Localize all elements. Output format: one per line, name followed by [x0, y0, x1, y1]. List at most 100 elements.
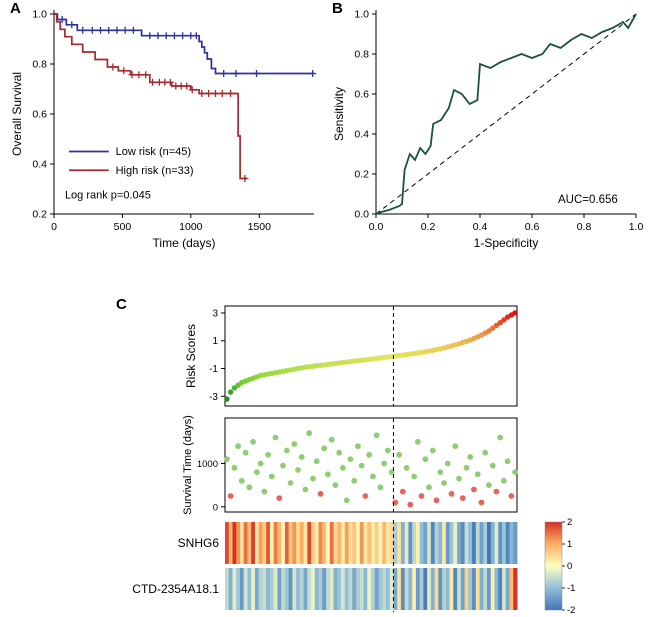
survival-point-alive	[313, 458, 320, 465]
heatmap-cell	[438, 522, 443, 564]
heatmap-cell	[475, 568, 480, 610]
survival-point-dead	[418, 493, 425, 499]
heatmap-cell	[284, 568, 290, 610]
survival-point-alive	[287, 480, 294, 486]
heatmap-cell	[236, 522, 241, 564]
axis-tick-label: 0.6	[32, 109, 47, 121]
risk-model-panel: -3 -1 1 3 Risk Scores 0 1000 Survival Time (da…	[95, 292, 650, 617]
survival-point-alive	[474, 471, 481, 478]
survival-point-alive	[310, 475, 316, 482]
survival-point-alive	[355, 443, 361, 450]
survival-point-alive	[482, 449, 489, 456]
heatmap-cell	[412, 568, 417, 610]
survival-point-dead	[276, 495, 283, 501]
risk-score-point	[224, 396, 230, 402]
heatmap-cell	[356, 522, 361, 564]
survival-point-alive	[512, 469, 518, 475]
survival-point-alive	[347, 456, 354, 463]
survival-point-dead	[227, 493, 234, 499]
axis-tick-label: 0.4	[32, 159, 47, 171]
heatmap-cell	[490, 568, 495, 610]
survival-point-alive	[504, 458, 511, 465]
heatmap-cell	[434, 568, 439, 610]
heatmap-cell	[513, 522, 518, 564]
plot-box	[224, 305, 518, 407]
heatmap-cell	[389, 522, 394, 564]
heatmap-cell	[356, 568, 361, 610]
heatmap-cell	[487, 522, 492, 564]
heatmap-cell	[423, 568, 428, 610]
survival-point-dead	[478, 499, 485, 506]
heatmap-cell	[311, 522, 316, 564]
survival-point-alive	[456, 475, 462, 482]
survival-point-alive	[295, 467, 301, 473]
heatmap-cell	[236, 568, 241, 610]
heatmap-cell	[400, 568, 406, 610]
heatmap-cell	[449, 568, 454, 610]
heatmap-cell	[393, 568, 398, 610]
heatmap-cell	[371, 522, 376, 564]
heatmap-cell	[314, 568, 319, 610]
survival-point-alive	[250, 438, 256, 445]
axis-tick-label: -3	[209, 392, 218, 403]
heatmap-cell	[430, 522, 436, 564]
survival-point-alive	[302, 486, 309, 493]
heatmap-cell	[337, 522, 342, 564]
heatmap-cell	[333, 568, 338, 610]
heatmap-cell	[254, 568, 260, 610]
heatmap-cell	[284, 522, 290, 564]
heatmap-cell	[378, 568, 383, 610]
heatmap-cell	[408, 568, 413, 610]
heatmap-cell	[498, 568, 503, 610]
heatmap-cell	[348, 522, 353, 564]
legend-label: Low risk (n=45)	[116, 146, 192, 158]
survival-point-alive	[242, 449, 249, 456]
heatmap-cell	[326, 568, 331, 610]
logrank-annotation: Log rank p=0.045	[65, 189, 151, 201]
axis-tick-label: 0.4	[354, 129, 369, 141]
survival-point-alive	[351, 477, 358, 484]
heatmap-cell	[303, 568, 308, 610]
heatmap-cell	[352, 568, 357, 610]
survival-point-alive	[328, 436, 335, 443]
colorbar-tick-label: 1	[567, 539, 572, 550]
heatmap-cell	[262, 522, 267, 564]
heatmap-cell	[483, 568, 488, 610]
survival-point-alive	[486, 482, 492, 488]
survival-point-alive	[298, 454, 305, 460]
heatmap-cell	[258, 568, 263, 610]
heatmap-cell	[239, 568, 245, 610]
heatmap-cell	[352, 522, 357, 564]
survival-point-alive	[414, 438, 421, 445]
heatmap-cell	[228, 522, 233, 564]
axis-tick-label: 0.6	[525, 221, 540, 233]
heatmap-cell	[273, 568, 278, 610]
heatmap-cell	[367, 522, 372, 564]
axis-tick-label: 500	[114, 221, 132, 233]
heatmap-cell	[303, 522, 308, 564]
heatmap-cell	[371, 568, 376, 610]
heatmap-cell	[385, 568, 391, 610]
heatmap-cell	[460, 568, 465, 610]
survival-point-alive	[283, 447, 290, 454]
axis-tick-label: 0.2	[32, 209, 47, 221]
heatmap-cell	[397, 522, 402, 564]
survival-point-alive	[489, 462, 496, 469]
y-axis-title: Sensitivity	[332, 87, 346, 141]
heatmap-cell	[266, 522, 271, 564]
heatmap-cell	[344, 522, 349, 564]
survival-point-alive	[321, 445, 328, 452]
survival-point-alive	[261, 488, 268, 495]
risk-score-point	[231, 385, 238, 391]
survival-point-alive	[426, 484, 432, 491]
survival-point-alive	[403, 464, 410, 471]
survival-point-alive	[411, 473, 417, 480]
heatmap-cell	[299, 522, 305, 564]
heatmap-cell	[494, 522, 499, 564]
heatmap-cell	[277, 568, 282, 610]
heatmap-cell	[307, 568, 312, 610]
survival-point-alive	[452, 443, 459, 450]
heatmap-cell	[479, 568, 484, 610]
heatmap-cell	[442, 522, 447, 564]
x-axis-title: Time (days)	[153, 236, 216, 250]
